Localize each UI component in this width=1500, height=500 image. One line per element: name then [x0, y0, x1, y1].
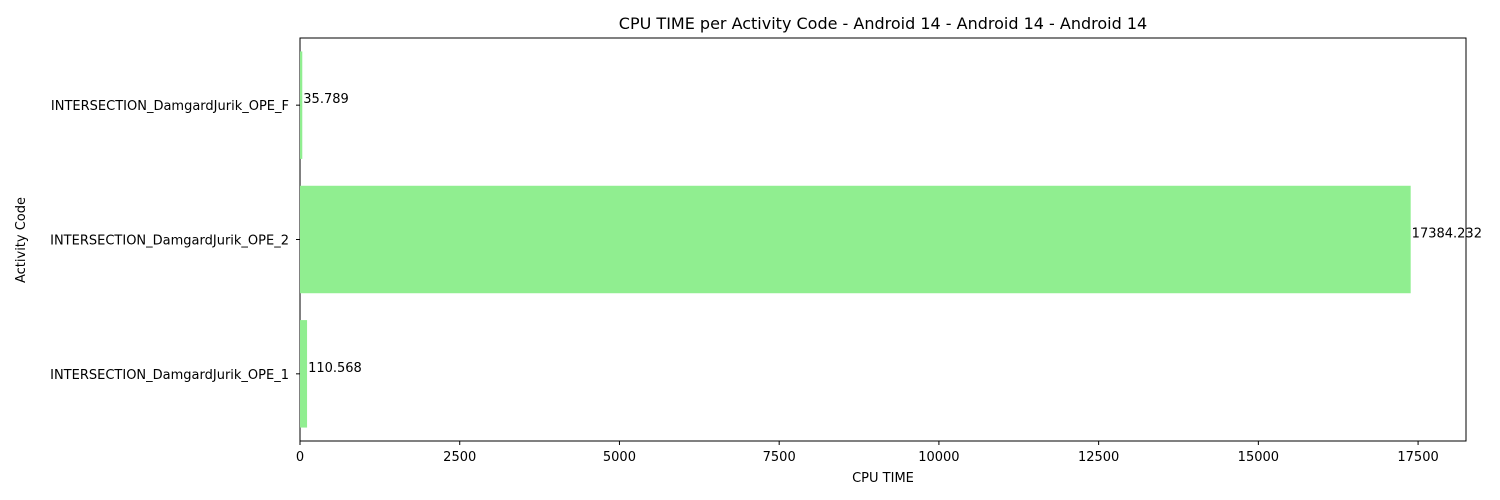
x-tick-label: 2500: [443, 450, 476, 465]
y-axis-ticks: INTERSECTION_DamgardJurik_OPE_1 INTERSECT…: [50, 99, 300, 383]
bar-3: [300, 51, 303, 159]
bar-value-label: 35.789: [303, 92, 349, 107]
x-tick-label: 17500: [1397, 450, 1438, 465]
chart-title: CPU TIME per Activity Code - Android 14 …: [619, 14, 1147, 33]
x-axis-label: CPU TIME: [852, 471, 914, 486]
x-tick-label: 10000: [918, 450, 959, 465]
x-tick-label: 0: [296, 450, 304, 465]
x-tick-label: 12500: [1078, 450, 1119, 465]
bar-value-label: 17384.232: [1412, 227, 1482, 242]
x-tick-label: 7500: [763, 450, 796, 465]
bar-1: [300, 320, 308, 428]
y-axis-label: Activity Code: [14, 197, 29, 283]
bar-2: [300, 185, 1411, 294]
bars-layer: 110.568 17384.232 35.789: [300, 51, 1482, 428]
x-axis-ticks: 0 2500 5000 7500 10000 12500 15000 17500: [296, 441, 1439, 465]
x-tick-label: 5000: [603, 450, 636, 465]
y-tick-label: INTERSECTION_DamgardJurik_OPE_1: [50, 368, 289, 383]
x-tick-label: 15000: [1238, 450, 1279, 465]
y-tick-label: INTERSECTION_DamgardJurik_OPE_2: [50, 234, 289, 249]
y-tick-label: INTERSECTION_DamgardJurik_OPE_F: [51, 99, 289, 114]
bar-value-label: 110.568: [308, 361, 362, 376]
